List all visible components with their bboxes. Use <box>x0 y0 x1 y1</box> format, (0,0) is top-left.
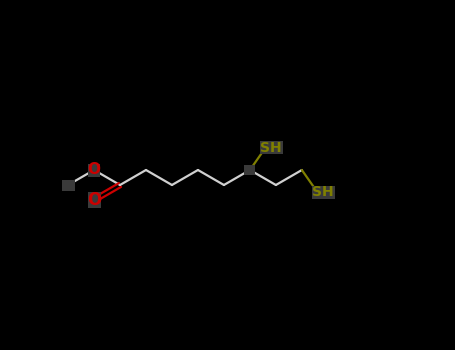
Bar <box>88 163 100 176</box>
Bar <box>87 192 101 208</box>
Bar <box>244 165 255 175</box>
Text: SH: SH <box>260 141 281 155</box>
Bar <box>312 186 335 198</box>
Bar <box>61 180 75 190</box>
Bar <box>260 141 283 154</box>
Text: SH: SH <box>312 185 333 199</box>
Text: O: O <box>87 191 101 209</box>
Text: O: O <box>87 162 101 177</box>
